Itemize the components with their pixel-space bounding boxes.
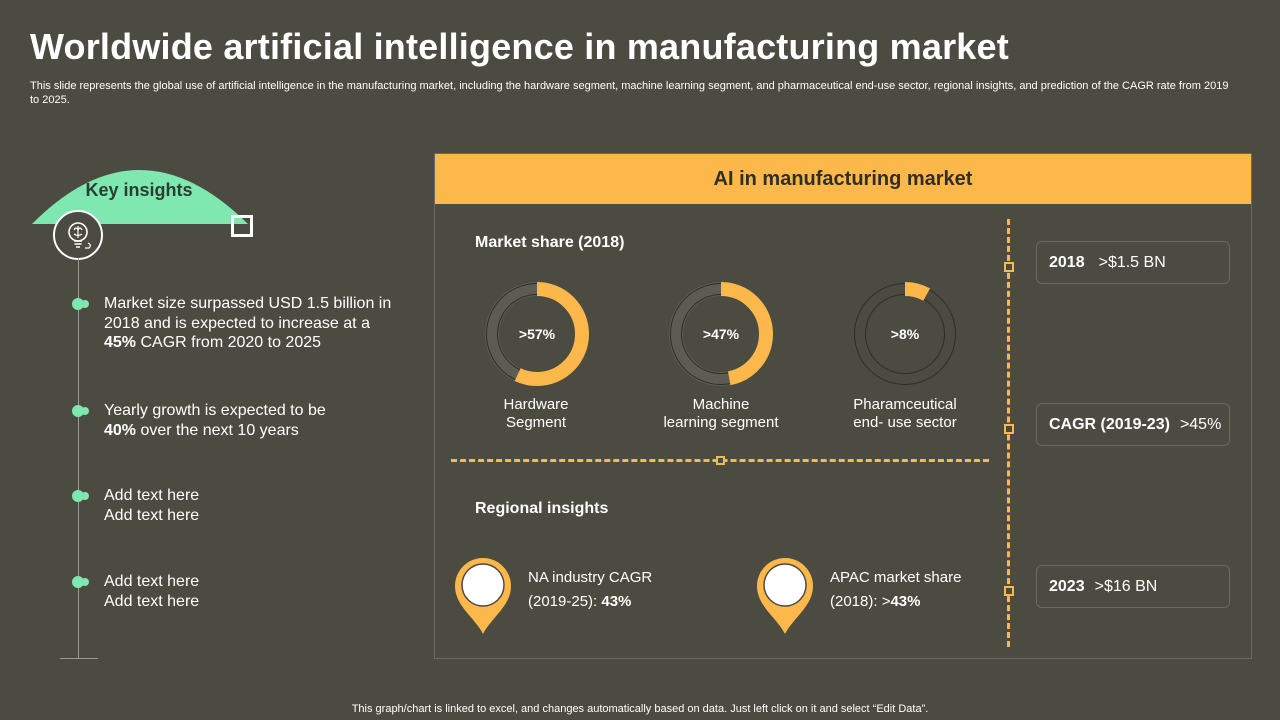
panel-header: AI in manufacturing market — [435, 154, 1251, 204]
insight-item: Yearly growth is expected to be 40% over… — [72, 401, 344, 440]
region-na-text: NA industry CAGR (2019-25): 43% — [528, 569, 653, 610]
insight-item: Market size surpassed USD 1.5 billion in… — [72, 294, 394, 353]
page-title: Worldwide artificial intelligence in man… — [30, 26, 1009, 67]
donut-hardware: >57% — [482, 279, 592, 389]
timeline-node — [1004, 586, 1014, 596]
donut-value: >8% — [890, 326, 920, 342]
timeline-line — [78, 258, 79, 658]
location-pin-icon — [755, 556, 815, 636]
region-apac-text: APAC market share (2018): >43% — [830, 569, 962, 610]
donut-arc — [853, 282, 957, 386]
divider-node — [716, 456, 725, 465]
timeline-node — [1004, 262, 1014, 272]
donut-value: >57% — [518, 326, 556, 342]
location-pin-icon — [453, 556, 513, 636]
insight-item: Add text here Add text here — [72, 486, 394, 525]
insight-text: Add text here Add text here — [104, 573, 200, 610]
donut-arc — [485, 282, 589, 386]
insight-text: Add text here Add text here — [104, 487, 200, 524]
donut-pharmaceutical: >8% — [850, 279, 960, 389]
donut-caption: Pharamceutical end- use sector — [853, 396, 957, 431]
insight-item: Add text here Add text here — [72, 572, 394, 611]
timeline-end-line — [60, 658, 98, 659]
stat-2018: 2018 >$1.5 BN — [1036, 241, 1230, 284]
insight-text: Yearly growth is expected to be 40% over… — [104, 402, 326, 439]
bullet-dot-icon — [72, 405, 92, 417]
stat-cagr: CAGR (2019-23) >45% — [1036, 403, 1230, 446]
regional-insights-label: Regional insights — [475, 500, 609, 517]
donut-arc — [669, 282, 773, 386]
market-panel: AI in manufacturing market — [434, 153, 1252, 659]
bullet-dot-icon — [72, 490, 92, 502]
bullet-dot-icon — [72, 576, 92, 588]
insight-text: Market size surpassed USD 1.5 billion in… — [104, 295, 392, 351]
bullet-dot-icon — [72, 298, 92, 310]
timeline-node — [1004, 424, 1014, 434]
donut-caption: Hardware Segment — [503, 396, 569, 431]
market-share-label: Market share (2018) — [475, 234, 625, 251]
decorative-square-icon — [231, 215, 253, 237]
stat-2023: 2023 >$16 BN — [1036, 565, 1230, 608]
donut-machine-learning: >47% — [666, 279, 776, 389]
lightbulb-brain-icon — [53, 210, 103, 260]
footer-note: This graph/chart is linked to excel, and… — [351, 703, 929, 715]
key-insights-label: Key insights — [85, 180, 193, 200]
donut-value: >47% — [702, 326, 740, 342]
page-subtitle: This slide represents the global use of … — [30, 80, 1229, 106]
donut-caption: Machine learning segment — [663, 396, 779, 431]
